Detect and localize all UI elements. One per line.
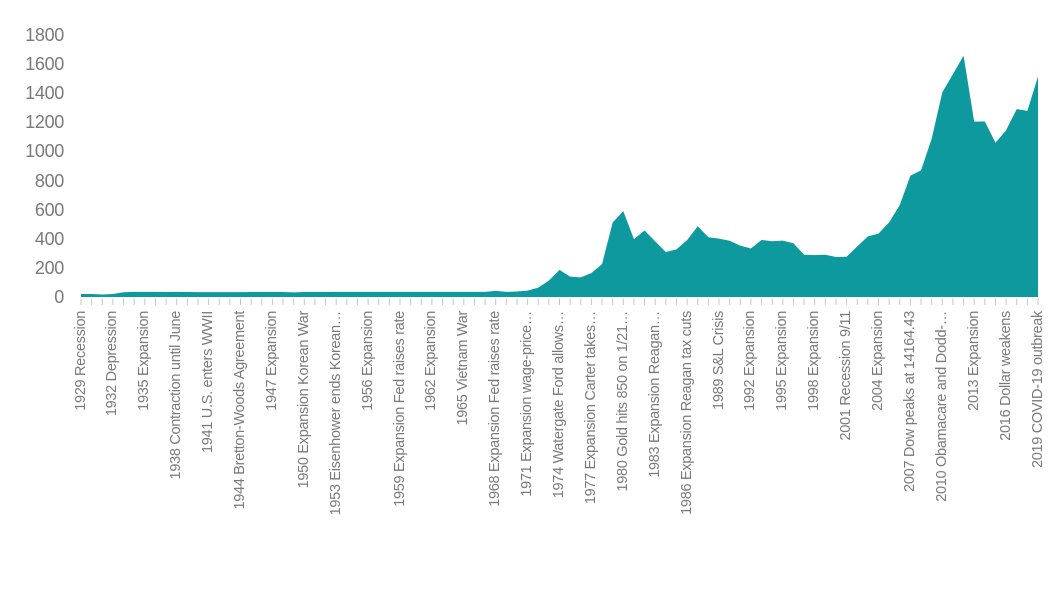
x-axis-label: 2007 Dow peaks at 14164.43 (901, 311, 918, 492)
x-axis-label: 1947 Expansion (263, 311, 280, 411)
y-axis-label: 1200 (25, 112, 64, 133)
y-axis-label: 800 (34, 170, 64, 191)
x-axis-label: 1941 U.S. enters WWII (200, 311, 217, 453)
x-axis-label: 1929 Recession (72, 311, 89, 411)
y-axis-label: 400 (34, 228, 64, 249)
x-axis-label: 1980 Gold hits 850 on 1/21… (614, 311, 631, 492)
y-axis-label: 1000 (25, 141, 64, 162)
x-axis-label: 1953 Eisenhower ends Korean… (327, 311, 344, 516)
x-axis-label: 1998 Expansion (806, 311, 823, 411)
x-axis-ticks (80, 298, 1039, 305)
x-axis-label: 1968 Expansion Fed raises rate (487, 311, 504, 507)
y-axis-label: 1400 (25, 83, 64, 104)
x-axis-label: 1935 Expansion (136, 311, 153, 411)
x-axis-label: 1977 Expansion Carter takes… (582, 311, 599, 505)
x-axis-label: 1938 Contraction until June (168, 311, 185, 480)
x-axis-label: 2019 COVID-19 outbreak (1029, 311, 1046, 469)
x-axis-label: 2013 Expansion (965, 311, 982, 411)
x-axis-label: 1995 Expansion (774, 311, 791, 411)
x-axis-label: 1932 Depression (104, 311, 121, 417)
x-axis-label: 1950 Expansion Korean War (295, 311, 312, 489)
x-axis-label: 1974 Watergate Ford allows… (551, 311, 567, 499)
x-axis-label: 1992 Expansion (742, 311, 759, 411)
y-axis-label: 600 (34, 199, 64, 220)
y-axis-label: 1600 (25, 54, 64, 75)
area-series (81, 55, 1038, 297)
x-axis-label: 2001 Recession 9/11 (838, 311, 855, 441)
x-axis-label: 1944 Bretton-Woods Agreement (232, 311, 248, 510)
y-axis-label: 0 (54, 287, 64, 307)
x-axis-label: 1959 Expansion Fed raises rate (391, 311, 408, 507)
x-axis-label: 1986 Expansion Reagan tax cuts (678, 311, 695, 515)
x-axis-label: 2016 Dollar weakens (997, 311, 1014, 441)
x-axis-label: 1962 Expansion (423, 311, 440, 411)
y-axis-label: 1800 (25, 25, 64, 45)
x-axis-label: 1983 Expansion Reagan… (646, 311, 663, 478)
x-axis-label: 2004 Expansion (870, 311, 886, 411)
x-axis-label: 2010 Obamacare and Dodd-… (933, 311, 950, 502)
y-axis-label: 200 (34, 257, 64, 278)
x-axis-label: 1989 S&L Crisis (710, 311, 727, 410)
x-axis-label: 1956 Expansion (359, 311, 376, 411)
x-axis-label: 1971 Expansion wage-price… (519, 311, 536, 497)
x-axis-label: 1965 Vietnam War (455, 311, 472, 426)
